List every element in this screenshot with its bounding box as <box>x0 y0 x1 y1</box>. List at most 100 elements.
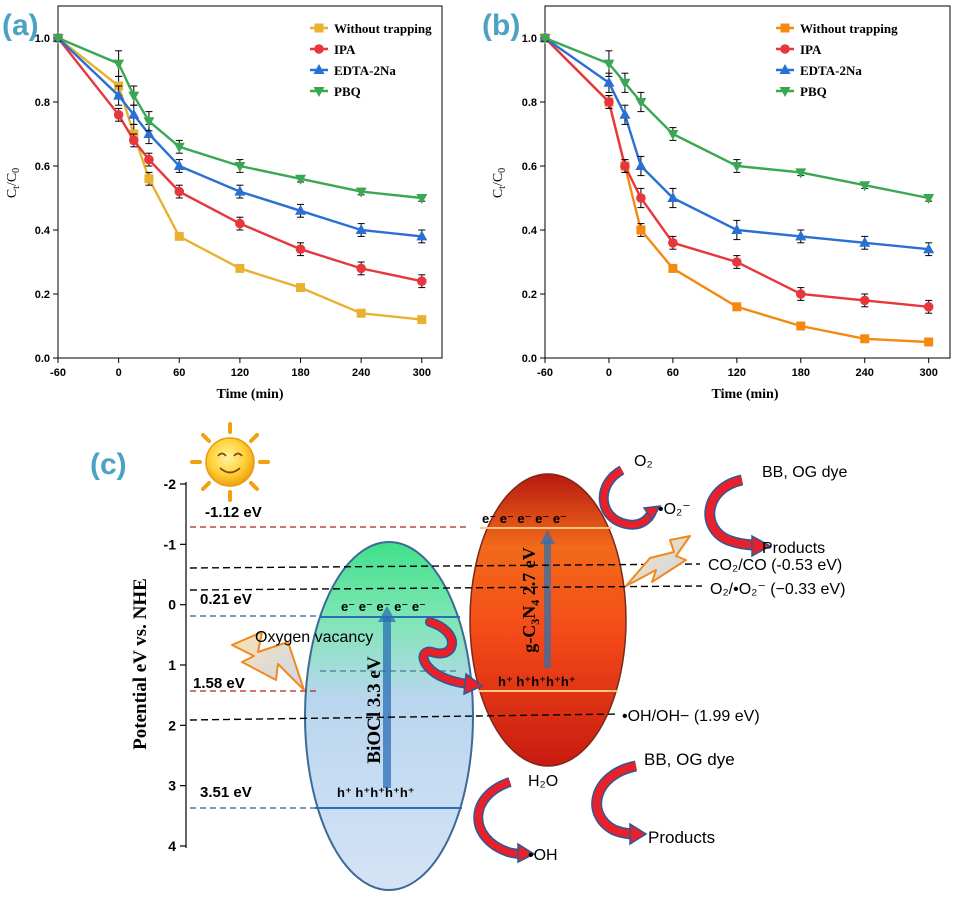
bioci-excitation-arrow <box>383 618 391 788</box>
x-tick-label: 0 <box>606 367 612 379</box>
series-pbq <box>52 34 428 204</box>
data-point <box>143 117 155 128</box>
data-point <box>668 263 678 273</box>
species-h2o: H₂O <box>528 773 558 790</box>
data-point <box>731 162 743 172</box>
potential-tick-label: 4 <box>168 838 176 854</box>
superoxide-arrow <box>598 465 662 530</box>
y-tick-label: 0.4 <box>522 225 538 237</box>
data-point <box>356 308 366 318</box>
y-tick-label: 0.0 <box>522 353 537 365</box>
panel-label-a: (a) <box>2 9 39 42</box>
data-point <box>635 98 647 108</box>
data-point <box>417 315 427 325</box>
data-point <box>635 160 647 170</box>
y-tick-label: 0.2 <box>522 289 537 301</box>
x-tick-label: 300 <box>413 367 431 379</box>
series-line <box>57 36 422 200</box>
data-point <box>234 185 246 196</box>
data-point <box>296 283 306 293</box>
legend-entry: PBQ <box>334 84 361 99</box>
oxygen-vacancy-label: Oxygen vacancy <box>255 629 373 646</box>
chart-panel-b: (b) -60 0 60 120 180 240 300 0.0 0.2 0.4 0.6 0.8 1.… <box>482 5 951 402</box>
x-tick-label: 180 <box>792 367 810 379</box>
data-point <box>113 59 125 70</box>
data-point <box>295 204 307 215</box>
potential-axis-ticks: -2 -1 0 1 2 3 4 <box>164 476 186 854</box>
data-point <box>174 186 185 197</box>
y-tick-label: 0.2 <box>35 289 50 301</box>
y-tick-label: 0.6 <box>522 161 537 173</box>
series-ipa <box>540 33 934 314</box>
data-point <box>619 108 631 119</box>
y-tick-label: 0.8 <box>35 97 50 109</box>
potential-tick-label: -1 <box>164 536 177 552</box>
data-point <box>144 174 154 184</box>
x-tick-label: 120 <box>728 367 746 379</box>
data-point <box>668 238 678 248</box>
y-tick-label: 0.6 <box>35 161 50 173</box>
level-label-gcn-vb: 1.58 eV <box>193 675 245 692</box>
legend-entry: IPA <box>800 42 822 57</box>
x-axis-label-a: Time (min) <box>216 387 283 402</box>
y-axis-label-b: Ct/C0 <box>491 168 508 198</box>
species-superoxide: •O₂⁻ <box>658 501 691 518</box>
data-point <box>604 97 614 107</box>
data-point <box>603 59 615 70</box>
x-tick-label: 60 <box>667 367 679 379</box>
series-line <box>544 37 929 344</box>
potential-tick-label: 2 <box>168 717 176 733</box>
legend-entry: EDTA-2Na <box>800 63 862 78</box>
co2-co-level <box>189 563 701 569</box>
bioci-electrons: e⁻ e⁻ e⁻ e⁻ e⁻ <box>341 599 426 614</box>
potential-tick-label: -2 <box>164 476 177 492</box>
plot-frame-a <box>57 5 443 359</box>
x-tick-label: 0 <box>116 367 122 379</box>
x-tick-label: 240 <box>856 367 874 379</box>
y-tick-label: 0.4 <box>35 225 51 237</box>
plot-frame-b <box>544 5 951 359</box>
data-point <box>795 289 806 299</box>
y-tick-label: 0.8 <box>522 97 537 109</box>
y-axis-label-a: Ct/C0 <box>5 168 22 198</box>
sun-icon <box>190 422 270 502</box>
data-point <box>173 160 185 170</box>
species-dye-top: BB, OG dye <box>762 464 847 481</box>
legend-marker <box>314 23 324 33</box>
y-tick-label: 0.0 <box>35 353 50 365</box>
species-hydroxyl: •OH <box>528 847 558 864</box>
potential-tick-label: 3 <box>168 778 176 794</box>
x-tick-label: 120 <box>231 367 249 379</box>
data-point <box>234 162 246 172</box>
bioci-holes: h⁺ h⁺h⁺h⁺h⁺ <box>337 785 415 800</box>
legend-entry: Without trapping <box>334 21 432 36</box>
x-axis-label-b: Time (min) <box>711 387 778 402</box>
x-tick-label: 180 <box>291 367 309 379</box>
data-point <box>295 174 307 185</box>
legend-marker <box>314 44 324 54</box>
data-point <box>859 181 871 192</box>
data-point <box>416 194 428 204</box>
data-point <box>356 263 366 274</box>
data-point <box>144 154 154 165</box>
data-point <box>416 230 428 241</box>
data-point <box>235 218 245 229</box>
data-point <box>128 108 140 119</box>
legend-marker <box>780 23 790 33</box>
data-point <box>416 276 427 287</box>
species-dye-bottom: BB, OG dye <box>644 750 735 769</box>
x-tick-label: 60 <box>173 367 185 379</box>
data-point <box>174 231 184 241</box>
data-point <box>619 78 631 89</box>
data-point <box>620 161 630 171</box>
data-point <box>355 224 367 234</box>
dye-degradation-arrow-top <box>704 474 772 558</box>
data-point <box>143 128 155 138</box>
gcn-electrons: e⁻ e⁻ e⁻ e⁻ e⁻ <box>482 511 567 526</box>
data-point <box>923 302 934 312</box>
data-point <box>796 321 806 331</box>
gcn-holes: h⁺ h⁺h⁺h⁺h⁺ <box>498 674 576 689</box>
oh-level <box>189 713 619 721</box>
